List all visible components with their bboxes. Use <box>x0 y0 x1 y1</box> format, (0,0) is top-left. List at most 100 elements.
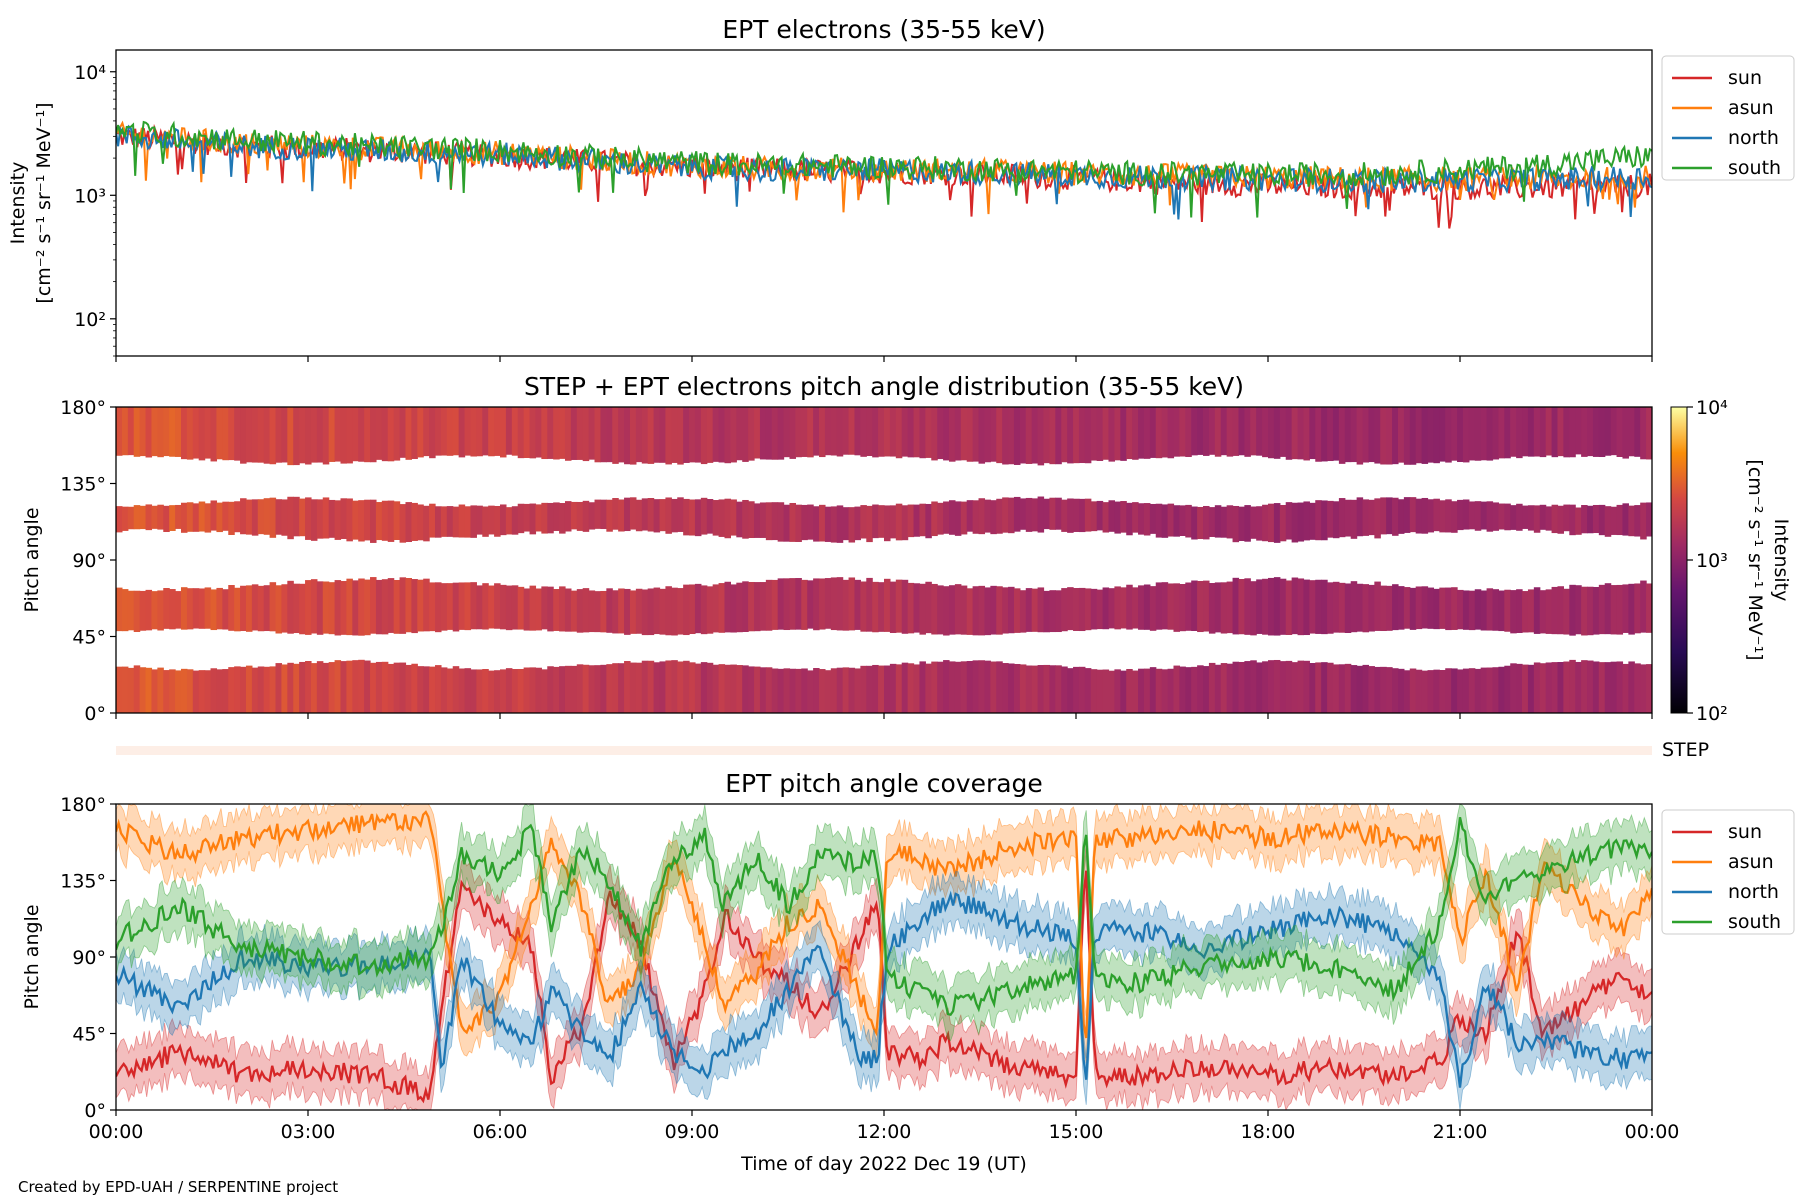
heatmap-cell <box>1315 407 1322 462</box>
heatmap-cell <box>1019 664 1027 713</box>
step-strip-label: STEP <box>1662 739 1709 761</box>
heatmap-cell <box>423 407 430 457</box>
heatmap-cell <box>1563 407 1570 458</box>
heatmap-cell <box>529 585 537 631</box>
heatmap-cell <box>1043 664 1051 713</box>
pitch-ytick-label: 90° <box>72 947 106 969</box>
heatmap-cell <box>1173 665 1180 713</box>
heatmap-cell <box>500 504 507 536</box>
heatmap-cell <box>293 663 300 713</box>
heatmap-cell <box>1179 584 1186 632</box>
heatmap-cell <box>765 407 773 460</box>
heatmap-cell <box>1008 407 1015 465</box>
heatmap-cell <box>151 669 158 713</box>
heatmap-cell <box>488 585 495 629</box>
heatmap-cell <box>1013 588 1021 633</box>
heatmap-cell <box>1108 407 1115 462</box>
heatmap-cell <box>618 588 625 634</box>
heatmap-cell <box>470 669 477 713</box>
heatmap-cell <box>629 407 637 465</box>
heatmap-cell <box>718 407 726 463</box>
heatmap-cell <box>1090 501 1098 532</box>
heatmap-cell <box>612 407 619 464</box>
heatmap-cell <box>878 582 885 632</box>
heatmap-cell <box>700 585 708 635</box>
heatmap-cell <box>358 407 365 462</box>
heatmap-cell <box>1108 670 1115 713</box>
heatmap-cell <box>990 585 997 635</box>
heatmap-cell <box>1504 407 1511 459</box>
heatmap-cell <box>730 407 737 463</box>
heatmap-cell <box>1013 663 1021 713</box>
heatmap-cell <box>1445 587 1452 631</box>
heatmap-cell <box>842 667 850 713</box>
heatmap-cell <box>281 664 288 713</box>
heatmap-cell <box>1309 502 1316 540</box>
heatmap-cell <box>476 505 483 535</box>
heatmap-cell <box>712 584 720 633</box>
heatmap-cell <box>1279 661 1287 713</box>
heatmap-cell <box>310 499 318 541</box>
heatmap-cell <box>1604 506 1612 537</box>
heatmap-cell <box>1120 587 1127 629</box>
heatmap-cell <box>1143 503 1151 536</box>
legend-label-sun: sun <box>1728 821 1762 843</box>
heatmap-cell <box>954 661 962 713</box>
heatmap-cell <box>978 407 986 464</box>
heatmap-cell <box>718 664 726 713</box>
heatmap-cell <box>1587 407 1594 457</box>
heatmap-cell <box>234 587 241 632</box>
heatmap-cell <box>659 407 667 463</box>
heatmap-cell <box>878 665 885 713</box>
heatmap-cell <box>1250 407 1257 456</box>
heatmap-cell <box>1197 407 1204 455</box>
heatmap-cell <box>405 578 412 633</box>
heatmap-cell <box>813 407 820 456</box>
heatmap-cell <box>1197 665 1204 713</box>
heatmap-cell <box>954 501 962 536</box>
panel3-ylabel: Pitch angle <box>21 904 43 1009</box>
heatmap-cell <box>1592 407 1600 457</box>
heatmap-cell <box>1262 407 1269 458</box>
heatmap-cell <box>470 582 477 630</box>
heatmap-cell <box>482 669 489 713</box>
heatmap-cell <box>157 504 164 530</box>
heatmap-cell <box>204 503 212 533</box>
heatmap-cell <box>364 579 371 636</box>
heatmap-cell <box>287 580 294 634</box>
heatmap-cell <box>1114 586 1121 630</box>
heatmap-cell <box>1161 582 1169 630</box>
heatmap-cell <box>1073 588 1080 631</box>
heatmap-cell <box>334 500 342 540</box>
heatmap-cell <box>1539 504 1547 530</box>
heatmap-cell <box>759 502 767 538</box>
heatmap-cell <box>263 666 271 713</box>
heatmap-cell <box>1096 589 1104 630</box>
heatmap-cell <box>854 407 861 456</box>
heatmap-cell <box>1238 579 1245 635</box>
heatmap-cell <box>1309 663 1316 713</box>
heatmap-cell <box>553 589 560 631</box>
heatmap-cell <box>1587 586 1594 636</box>
heatmap-cell <box>1138 503 1145 535</box>
heatmap-cell <box>913 664 921 713</box>
heatmap-cell <box>1055 497 1062 530</box>
heatmap-cell <box>1155 582 1163 630</box>
heatmap-cell <box>819 504 826 542</box>
heatmap-cell <box>960 585 968 635</box>
heatmap-cell <box>771 579 779 630</box>
heatmap-cell <box>1214 505 1222 538</box>
heatmap-cell <box>1061 499 1068 532</box>
heatmap-cell <box>464 582 472 631</box>
heatmap-cell <box>275 663 283 713</box>
heatmap-cell <box>381 407 389 462</box>
heatmap-cell <box>1380 407 1387 465</box>
heatmap-cell <box>204 407 212 459</box>
heatmap-cell <box>139 505 147 530</box>
heatmap-cell <box>1498 590 1505 632</box>
heatmap-cell <box>440 667 448 713</box>
heatmap-cell <box>257 585 265 632</box>
heatmap-cell <box>157 407 164 458</box>
heatmap-cell <box>1539 407 1547 458</box>
heatmap-cell <box>736 582 743 633</box>
